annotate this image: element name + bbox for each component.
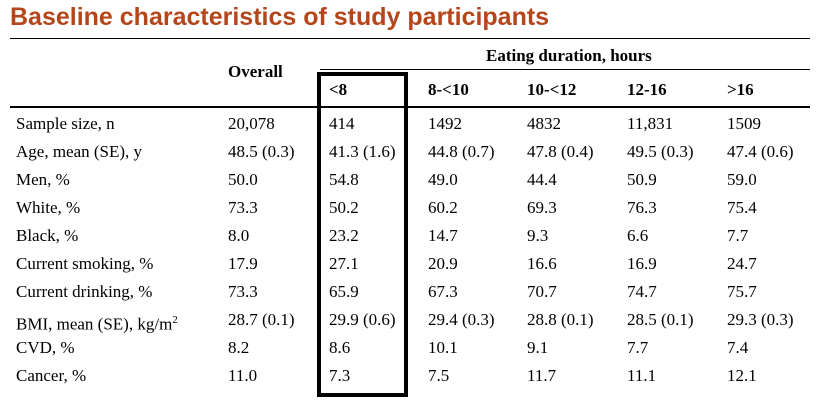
row-label: Current smoking, % — [16, 254, 153, 274]
table-cell: 29.9 (0.6) — [329, 310, 396, 329]
header-bottom-rule — [10, 106, 810, 108]
table-cell: 44.4 — [527, 170, 557, 189]
row-label-text: Sample size, n — [16, 114, 115, 133]
row-label-text: Black, % — [16, 226, 79, 245]
table-cell: 16.6 — [527, 254, 557, 273]
table-cell: 65.9 — [329, 282, 359, 301]
column-header: 12-16 — [627, 80, 667, 99]
table-cell: 414 — [329, 114, 355, 133]
table-cell: 24.7 — [727, 254, 757, 273]
table-cell: 41.3 (1.6) — [329, 142, 396, 161]
table-cell: 1509 — [727, 114, 761, 133]
table-cell: 70.7 — [527, 282, 557, 301]
table-cell: 75.7 — [727, 282, 757, 301]
row-label: CVD, % — [16, 338, 75, 358]
overall-cell: 50.0 — [228, 170, 258, 189]
overall-cell: 73.3 — [228, 282, 258, 301]
row-label-text: Men, % — [16, 170, 70, 189]
table-cell: 11.1 — [627, 366, 657, 385]
table-cell: 49.0 — [428, 170, 458, 189]
table-cell: 59.0 — [727, 170, 757, 189]
overall-cell: 73.3 — [228, 198, 258, 217]
table-cell: 28.5 (0.1) — [627, 310, 694, 329]
row-label: Sample size, n — [16, 114, 115, 134]
table-cell: 67.3 — [428, 282, 458, 301]
highlight-box — [317, 72, 408, 397]
row-label-text: Cancer, % — [16, 366, 87, 385]
table-cell: 54.8 — [329, 170, 359, 189]
table-cell: 75.4 — [727, 198, 757, 217]
overall-cell: 48.5 (0.3) — [228, 142, 295, 161]
table-cell: 20.9 — [428, 254, 458, 273]
table-cell: 10.1 — [428, 338, 458, 357]
table-cell: 44.8 (0.7) — [428, 142, 495, 161]
table-cell: 29.3 (0.3) — [727, 310, 794, 329]
group-header: Eating duration, hours — [486, 46, 652, 65]
table-cell: 7.7 — [727, 226, 749, 245]
slide-title: Baseline characteristics of study partic… — [10, 3, 550, 31]
table-cell: 60.2 — [428, 198, 458, 217]
row-label-text: White, % — [16, 198, 81, 217]
table-cell: 76.3 — [627, 198, 657, 217]
table-cell: 11.7 — [527, 366, 557, 385]
table-cell: 9.3 — [527, 226, 549, 245]
row-label-text: Current drinking, % — [16, 282, 153, 301]
table-cell: 8.6 — [329, 338, 351, 357]
overall-cell: 28.7 (0.1) — [228, 310, 295, 329]
table-cell: 69.3 — [527, 198, 557, 217]
overall-header: Overall — [228, 62, 283, 81]
table-cell: 14.7 — [428, 226, 458, 245]
row-label-text: CVD, % — [16, 338, 75, 357]
table-cell: 11,831 — [627, 114, 674, 133]
row-label: White, % — [16, 198, 80, 218]
column-header: >16 — [727, 80, 754, 99]
overall-cell: 8.0 — [228, 226, 250, 245]
table-cell: 28.8 (0.1) — [527, 310, 594, 329]
overall-cell: 17.9 — [228, 254, 258, 273]
table-cell: 9.1 — [527, 338, 549, 357]
table-cell: 50.2 — [329, 198, 359, 217]
overall-cell: 11.0 — [228, 366, 258, 385]
table-cell: 7.3 — [329, 366, 351, 385]
table-cell: 47.8 (0.4) — [527, 142, 594, 161]
row-label-text: BMI, mean (SE), kg/m — [16, 314, 173, 334]
table-cell: 49.5 (0.3) — [627, 142, 694, 161]
row-label: Men, % — [16, 170, 70, 190]
table-cell: 16.9 — [627, 254, 657, 273]
table-cell: 12.1 — [727, 366, 757, 385]
row-label-text: Current smoking, % — [16, 254, 154, 273]
row-label: Cancer, % — [16, 366, 86, 386]
column-header: 10-<12 — [527, 80, 577, 99]
row-label: Black, % — [16, 226, 78, 246]
column-header: 8-<10 — [428, 80, 469, 99]
table-cell: 29.4 (0.3) — [428, 310, 495, 329]
table-cell: 50.9 — [627, 170, 657, 189]
table-cell: 7.5 — [428, 366, 450, 385]
column-header: <8 — [329, 80, 348, 99]
group-header-rule — [320, 69, 810, 70]
table-cell: 6.6 — [627, 226, 649, 245]
table-cell: 4832 — [527, 114, 561, 133]
row-label-text: Age, mean (SE), y — [16, 142, 143, 161]
overall-cell: 20,078 — [228, 114, 275, 133]
table-cell: 1492 — [428, 114, 462, 133]
table-cell: 74.7 — [627, 282, 657, 301]
table-top-rule — [10, 38, 810, 39]
table-cell: 7.7 — [627, 338, 649, 357]
overall-cell: 8.2 — [228, 338, 250, 357]
table-cell: 27.1 — [329, 254, 359, 273]
row-label-superscript: 2 — [172, 314, 178, 326]
table-cell: 7.4 — [727, 338, 749, 357]
table-cell: 23.2 — [329, 226, 359, 245]
table-cell: 47.4 (0.6) — [727, 142, 794, 161]
row-label: BMI, mean (SE), kg/m2 — [16, 310, 178, 335]
row-label: Age, mean (SE), y — [16, 142, 142, 162]
row-label: Current drinking, % — [16, 282, 152, 302]
